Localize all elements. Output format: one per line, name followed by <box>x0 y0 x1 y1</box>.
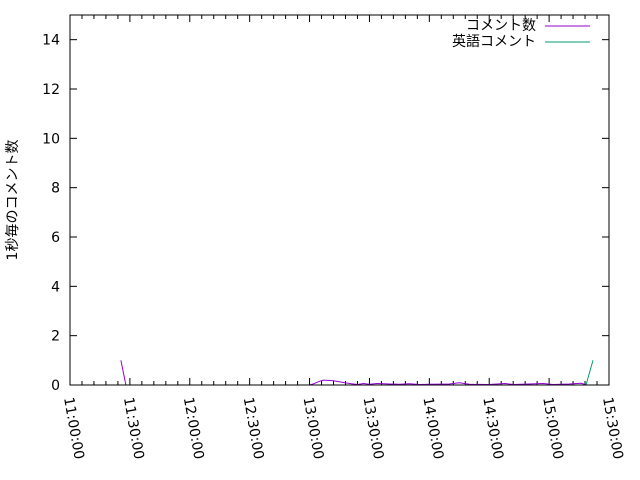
ticks: 0 2 4 6 8 10 12 14 11:00:00 11:30:00 12:00:00 12:30… <box>42 15 626 461</box>
x-tick-label: 15:30:00 <box>599 396 626 461</box>
legend-label-1: 英語コメント <box>452 33 536 50</box>
series-line-0 <box>120 360 588 386</box>
y-tick-label: 2 <box>51 329 60 345</box>
x-tick-label: 14:00:00 <box>419 396 446 461</box>
y-tick-label: 12 <box>42 82 60 98</box>
y-tick-label: 14 <box>42 33 60 49</box>
series-line-1 <box>309 360 594 386</box>
y-tick-label: 8 <box>51 181 60 197</box>
x-tick-label: 14:30:00 <box>479 396 506 461</box>
plot-border <box>69 14 610 386</box>
x-tick-label: 13:30:00 <box>360 396 387 461</box>
legend: コメント数 英語コメント <box>452 18 590 50</box>
x-tick-label: 15:00:00 <box>539 396 566 461</box>
x-tick-label: 12:00:00 <box>180 396 207 461</box>
legend-label-0: コメント数 <box>466 18 536 34</box>
series-lines <box>120 360 594 386</box>
y-tick-label: 6 <box>51 230 60 246</box>
x-tick-label: 12:30:00 <box>240 396 267 461</box>
y-tick-label: 0 <box>51 378 60 394</box>
y-tick-label: 10 <box>42 131 60 147</box>
y-axis-label: 1秒毎のコメント数 <box>5 140 21 261</box>
x-tick-label: 13:00:00 <box>300 396 327 461</box>
x-tick-label: 11:00:00 <box>60 396 87 461</box>
y-tick-label: 4 <box>51 279 60 295</box>
x-tick-label: 11:30:00 <box>120 396 147 461</box>
